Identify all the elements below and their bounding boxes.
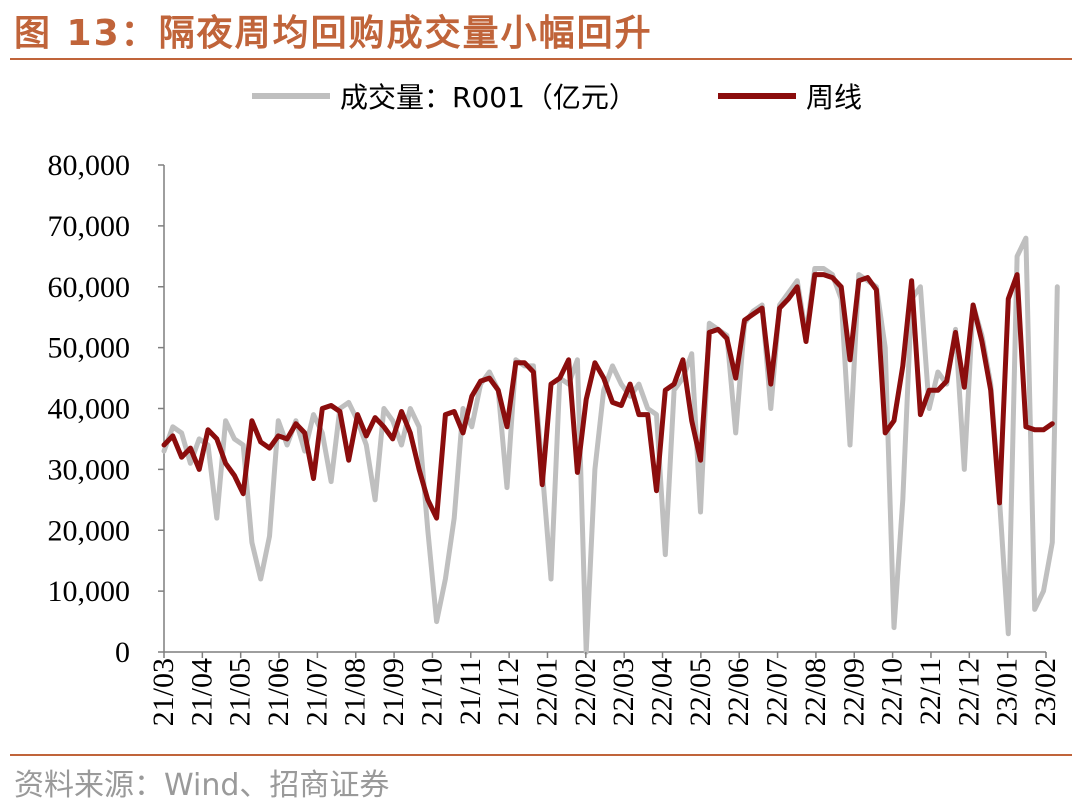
series-layer: [161, 235, 1060, 655]
source-note: 资料来源：Wind、招商证券: [14, 768, 390, 803]
x-tick-label: 22/09: [837, 658, 870, 726]
y-tick-label: 40,000: [48, 393, 131, 426]
y-tick-label: 50,000: [48, 332, 131, 365]
x-tick-label: 22/05: [684, 658, 717, 726]
figure-title: 图 13：隔夜周均回购成交量小幅回升: [14, 13, 653, 54]
series-line-volume: [161, 235, 1060, 655]
x-tick-label: 22/08: [799, 658, 832, 726]
x-tick-label: 21/12: [492, 658, 525, 726]
y-tick-label: 60,000: [48, 271, 131, 304]
x-tick-label: 21/06: [262, 658, 295, 726]
x-tick-label: 21/11: [454, 658, 487, 725]
x-tick-label: 22/07: [761, 658, 794, 726]
legend-label-weekly: 周线: [806, 81, 862, 114]
x-tick-label: 22/11: [914, 658, 947, 725]
y-tick-label: 20,000: [48, 514, 131, 547]
x-tick-label: 21/03: [147, 658, 180, 726]
x-tick-label: 22/10: [876, 658, 909, 726]
y-tick-label: 70,000: [48, 210, 131, 243]
footer-divider: [10, 754, 1072, 756]
x-tick-label: 22/02: [569, 658, 602, 726]
x-tick-label: 21/10: [415, 658, 448, 726]
y-axis: 80,000 70,000 60,000 50,000 40,000 30,000 20,0…: [48, 149, 164, 669]
x-tick-label: 23/01: [991, 658, 1024, 726]
x-tick-label: 22/03: [607, 658, 640, 726]
series-line-weekly: [161, 272, 1055, 521]
x-tick-label: 21/05: [224, 658, 257, 726]
x-tick-label: 21/07: [300, 658, 333, 726]
x-tick-label: 21/09: [377, 658, 410, 726]
y-tick-label: 10,000: [48, 575, 131, 608]
legend-label-volume: 成交量：R001（亿元）: [340, 81, 637, 114]
axes: [163, 165, 1046, 653]
x-tick-label: 21/04: [185, 658, 218, 726]
x-tick-label: 22/04: [646, 658, 679, 726]
x-axis: 21/03 21/04 21/05 21/06 21/07 21/08 21/09 21/10…: [147, 652, 1062, 726]
y-tick-label: 30,000: [48, 453, 131, 486]
y-tick-label: 0: [115, 636, 130, 669]
x-tick-label: 22/06: [722, 658, 755, 726]
x-tick-label: 22/12: [952, 658, 985, 726]
x-tick-label: 22/01: [530, 658, 563, 726]
legend: 成交量：R001（亿元） 周线: [252, 81, 862, 114]
x-tick-label: 21/08: [339, 658, 372, 726]
chart-svg: 成交量：R001（亿元） 周线 21/03 21/04 21/05 21/06 21/0…: [48, 81, 1063, 726]
title-divider: [10, 58, 1072, 60]
y-tick-label: 80,000: [48, 149, 131, 182]
x-tick-label: 23/02: [1029, 658, 1062, 726]
